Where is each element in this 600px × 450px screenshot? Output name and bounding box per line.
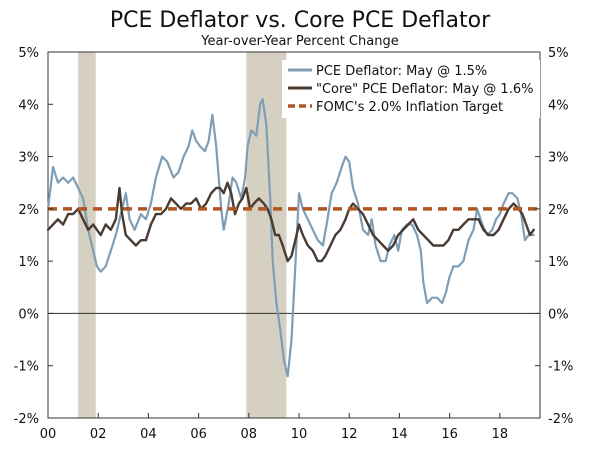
y-tick-left-6: -1% [14,360,39,375]
x-tick-8: 16 [441,427,458,442]
legend-label-core-pce: "Core" PCE Deflator: May @ 1.6% [316,82,533,97]
y-tick-left-7: -2% [14,412,39,427]
recession-band-1 [246,52,287,418]
y-tick-right-6: -1% [548,360,573,375]
x-tick-1: 02 [90,427,107,442]
series-line-pce [46,98,535,378]
legend-label-pce: PCE Deflator: May @ 1.5% [316,64,487,79]
recession-bands [78,52,287,418]
legend: PCE Deflator: May @ 1.5% "Core" PCE Defl… [282,60,540,118]
chart-title: PCE Deflator vs. Core PCE Deflator [110,8,491,33]
y-tick-right-1: 4% [548,98,569,113]
chart-subtitle: Year-over-Year Percent Change [200,34,398,49]
series-line-core-pce [46,181,535,263]
x-tick-0: 00 [40,427,57,442]
y-tick-right-2: 3% [548,151,569,166]
y-tick-right-3: 2% [548,203,569,218]
y-tick-left-3: 2% [18,203,39,218]
y-tick-right-7: -2% [548,412,573,427]
x-tick-3: 06 [190,427,207,442]
axis-ticks: 5% 5%4% 4%3% 3%2% 2%1% 1%0% 0%-1% -1%-2% -2%00 02… [14,46,574,442]
x-tick-5: 10 [291,427,308,442]
legend-box [282,60,540,118]
y-tick-left-4: 1% [18,255,39,270]
y-tick-left-2: 3% [18,151,39,166]
y-tick-right-5: 0% [548,307,569,322]
y-tick-right-0: 5% [548,46,569,61]
x-tick-7: 14 [391,427,408,442]
y-tick-left-5: 0% [18,307,39,322]
x-tick-4: 08 [241,427,258,442]
y-tick-left-1: 4% [18,98,39,113]
x-tick-2: 04 [140,427,157,442]
recession-band-0 [78,52,96,418]
plot-frame [47,51,541,419]
x-tick-9: 18 [492,427,509,442]
y-tick-right-4: 1% [548,255,569,270]
plot-border [47,51,541,419]
legend-label-fomc-target: FOMC's 2.0% Inflation Target [316,100,503,115]
y-tick-left-0: 5% [18,46,39,61]
x-tick-6: 12 [341,427,358,442]
series-lines [46,98,540,378]
